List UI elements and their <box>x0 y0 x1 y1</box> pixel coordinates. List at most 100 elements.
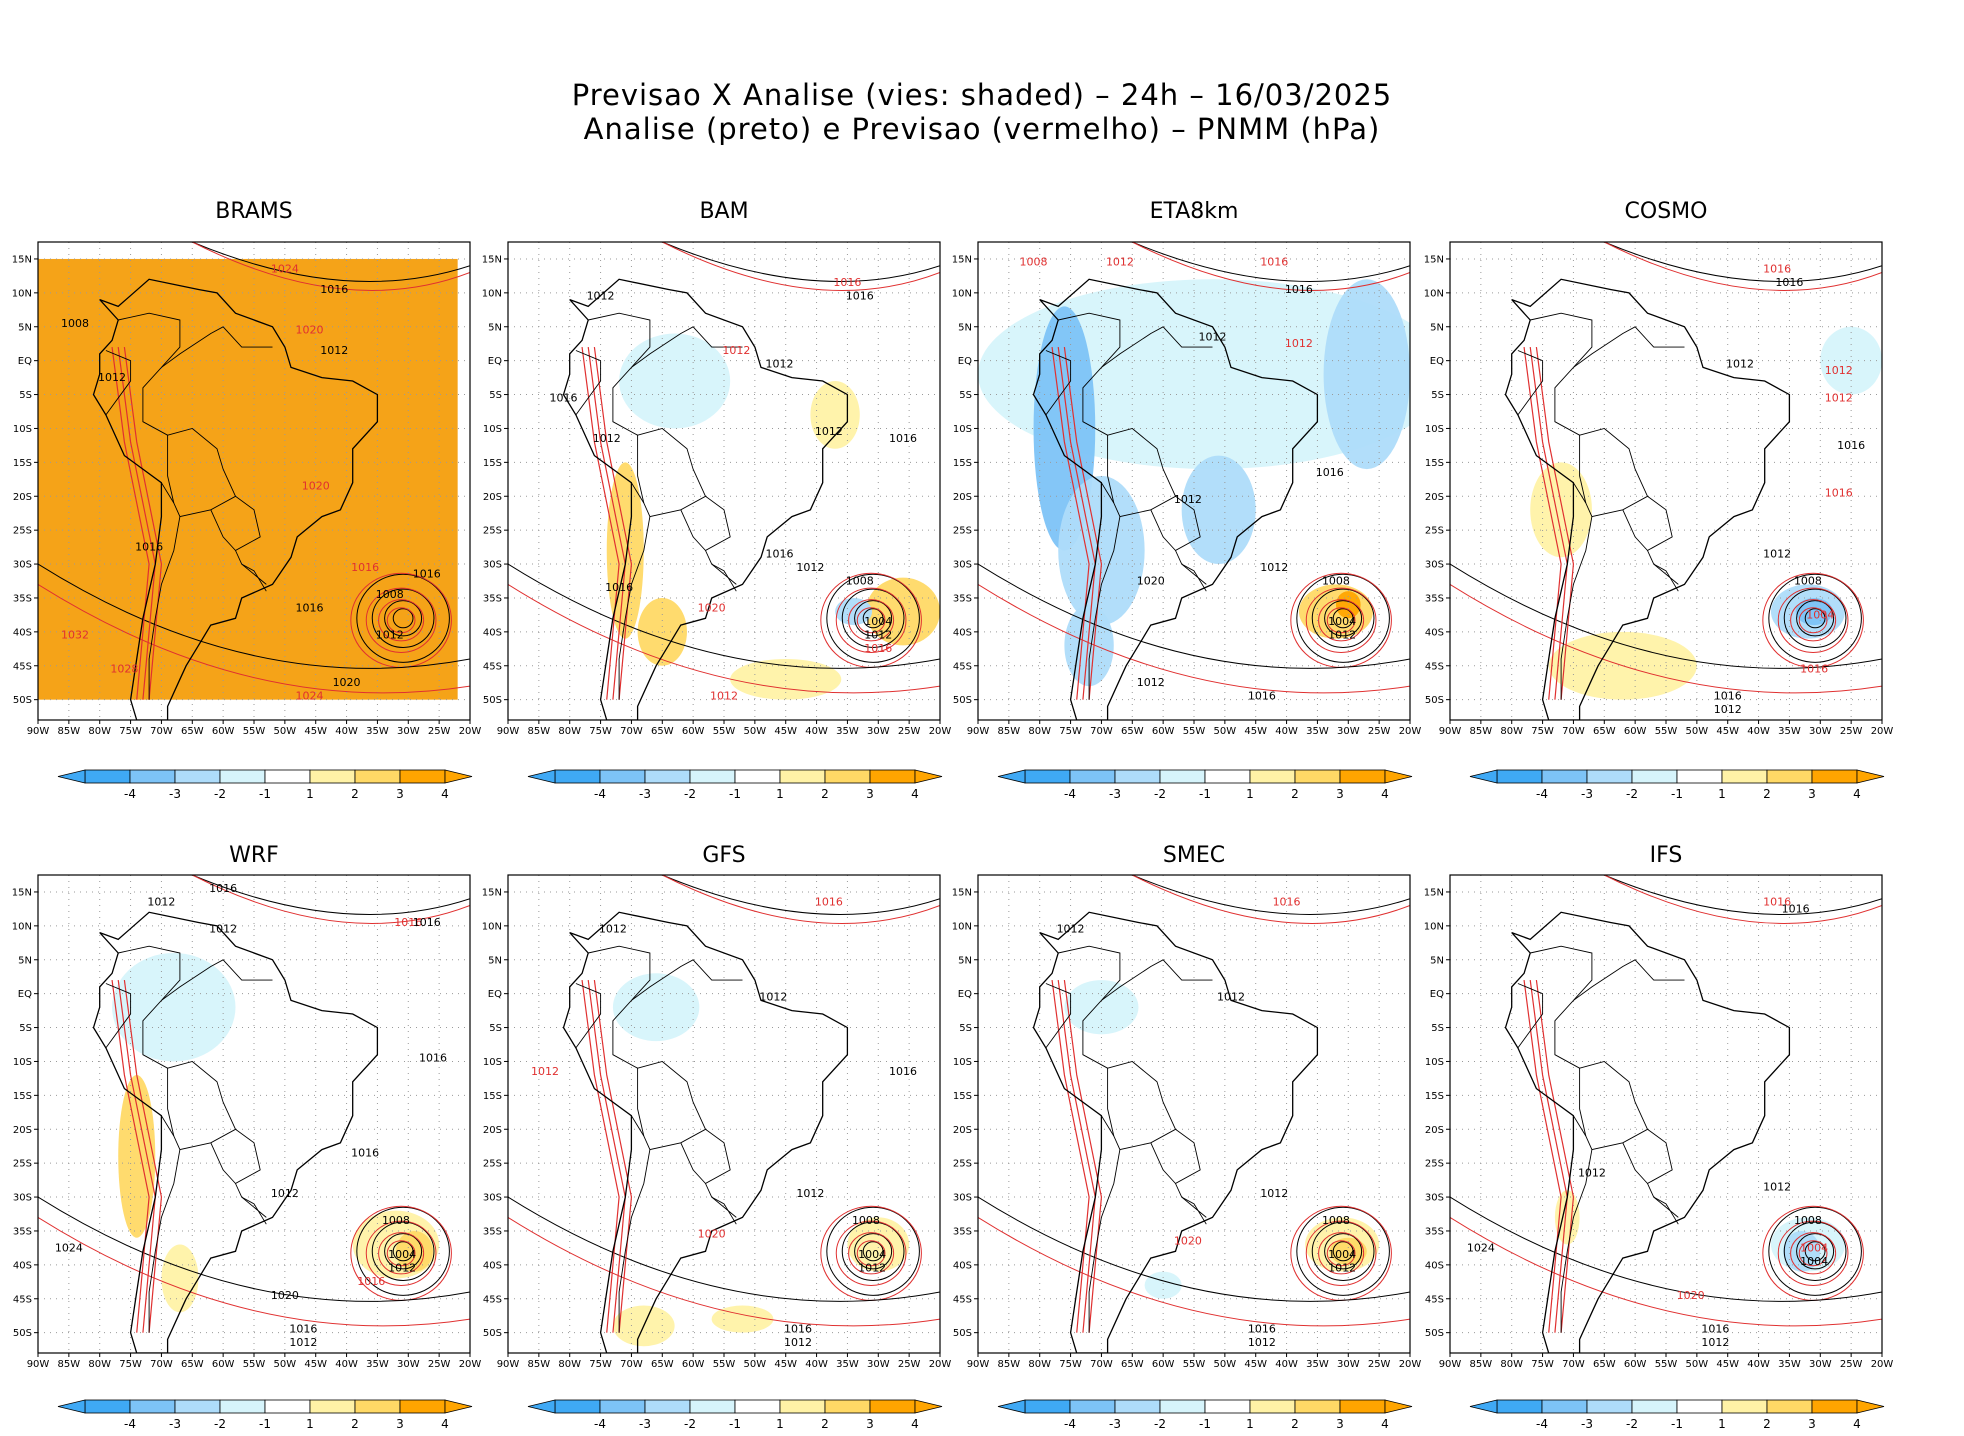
colorbar: -4 -3 -2 -1 1 2 3 4 <box>57 769 473 801</box>
isobar-label: 1012 <box>1174 493 1202 506</box>
colorbar-arrow-left <box>57 1399 86 1414</box>
colorbar-arrow-left <box>997 1399 1026 1414</box>
colorbar-segment <box>869 769 916 784</box>
lon-label: 70W <box>1562 726 1585 737</box>
colorbar-label: -1 <box>729 787 741 801</box>
country-border <box>1107 428 1176 497</box>
country-border <box>1058 312 1121 368</box>
isobar-label: 1016 <box>209 882 237 895</box>
lon-label: 65W <box>181 726 204 737</box>
isobar-label: 1020 <box>698 602 726 615</box>
isobar-north <box>192 242 470 291</box>
country-border <box>1530 945 1593 1001</box>
isobar-south <box>508 583 940 694</box>
lon-label: 40W <box>335 1359 358 1370</box>
isobar-label: 1008 <box>1020 256 1048 269</box>
lat-label: 10S <box>1425 424 1444 435</box>
isobar-label: 1012 <box>710 690 738 703</box>
isobar-north <box>662 875 940 915</box>
coastline <box>1032 278 1319 720</box>
colorbar-segment <box>1159 1399 1206 1414</box>
lon-label: 90W <box>497 726 520 737</box>
colorbar-label: -2 <box>1626 1417 1638 1431</box>
colorbar-arrow-left <box>527 1399 556 1414</box>
isobar-label: 1016 <box>815 896 843 909</box>
colorbar-segment <box>309 769 356 784</box>
lat-label: 50S <box>1425 695 1444 706</box>
country-border <box>1088 1149 1121 1333</box>
lon-label: 45W <box>1716 1359 1739 1370</box>
isobar-label: 1012 <box>796 1187 824 1200</box>
lon-label: 35W <box>1306 1359 1329 1370</box>
isobar-north <box>1132 875 1410 915</box>
bias-shade <box>711 1305 774 1333</box>
lat-label: 30S <box>483 1193 502 1204</box>
lat-label: 25S <box>13 1159 32 1170</box>
colorbar-segment <box>734 769 781 784</box>
lat-label: 15N <box>12 254 32 265</box>
lon-label: 70W <box>620 1359 643 1370</box>
andes-forecast-contours <box>581 980 620 1333</box>
isobar-label: 1008 <box>1322 1214 1350 1227</box>
colorbar-segment <box>1586 769 1633 784</box>
isobar-label: 1016 <box>1775 276 1803 289</box>
isobar-label: 1016 <box>889 432 917 445</box>
country-border <box>637 1061 706 1130</box>
colorbar-label: 4 <box>441 787 449 801</box>
colorbar-segment <box>1249 1399 1296 1414</box>
lat-label: 35S <box>1425 593 1444 604</box>
isobar-label: 1008 <box>1322 574 1350 587</box>
colorbar-label: -2 <box>214 787 226 801</box>
bias-shade <box>1323 279 1410 470</box>
lat-label: 50S <box>1425 1328 1444 1339</box>
isobar-label: 1032 <box>61 629 89 642</box>
panel-cosmo: COSMO10161016101210121012101610121008100… <box>1424 199 1894 801</box>
colorbar-label: 3 <box>1336 1417 1344 1431</box>
isobar-label: 1016 <box>1248 1323 1276 1336</box>
colorbar-label: 2 <box>1291 1417 1299 1431</box>
colorbar-label: -1 <box>1671 787 1683 801</box>
isobar-label: 1016 <box>351 561 379 574</box>
lat-label: 45S <box>13 661 32 672</box>
colorbar-label: -4 <box>1536 1417 1548 1431</box>
bias-fill <box>38 258 458 700</box>
colorbar-segment <box>554 1399 601 1414</box>
isobar-label: 1012 <box>1825 364 1853 377</box>
lat-label: 15N <box>952 254 972 265</box>
lat-label: 20S <box>1425 492 1444 503</box>
colorbar-arrow-left <box>1469 1399 1498 1414</box>
lon-label: 90W <box>1439 1359 1462 1370</box>
colorbar-segment <box>689 769 736 784</box>
isobar-analysis <box>371 1221 435 1281</box>
lat-label: 50S <box>483 1328 502 1339</box>
country-border <box>637 428 706 497</box>
lon-label: 40W <box>805 726 828 737</box>
andes-forecast-contours <box>1057 347 1096 700</box>
andes-forecast-contours <box>593 347 633 700</box>
lat-label: 15N <box>12 887 32 898</box>
isobar-label: 1016 <box>135 540 163 553</box>
colorbar-segment <box>1766 1399 1813 1414</box>
lon-label: 75W <box>1531 1359 1554 1370</box>
country-border <box>1058 945 1121 1001</box>
lat-label: 50S <box>13 695 32 706</box>
lat-label: 20S <box>953 1125 972 1136</box>
colorbar-segment <box>1811 1399 1858 1414</box>
isobar-analysis <box>1311 1221 1375 1281</box>
lat-label: 5S <box>19 390 32 401</box>
isobar-forecast <box>1305 1220 1377 1286</box>
colorbar-label: 4 <box>1853 787 1861 801</box>
isobar-south <box>978 1216 1410 1327</box>
isobar-north <box>1132 875 1410 924</box>
lon-label: 65W <box>651 726 674 737</box>
lon-label: 60W <box>212 1359 235 1370</box>
isobar-forecast <box>1777 1220 1849 1286</box>
isobar-label: 1012 <box>376 629 404 642</box>
colorbar-label: -2 <box>684 1417 696 1431</box>
colorbar-segment <box>354 1399 401 1414</box>
bias-shade <box>612 973 700 1042</box>
isobar-label: 1012 <box>784 1336 812 1349</box>
colorbar: -4 -3 -2 -1 1 2 3 4 <box>997 769 1413 801</box>
